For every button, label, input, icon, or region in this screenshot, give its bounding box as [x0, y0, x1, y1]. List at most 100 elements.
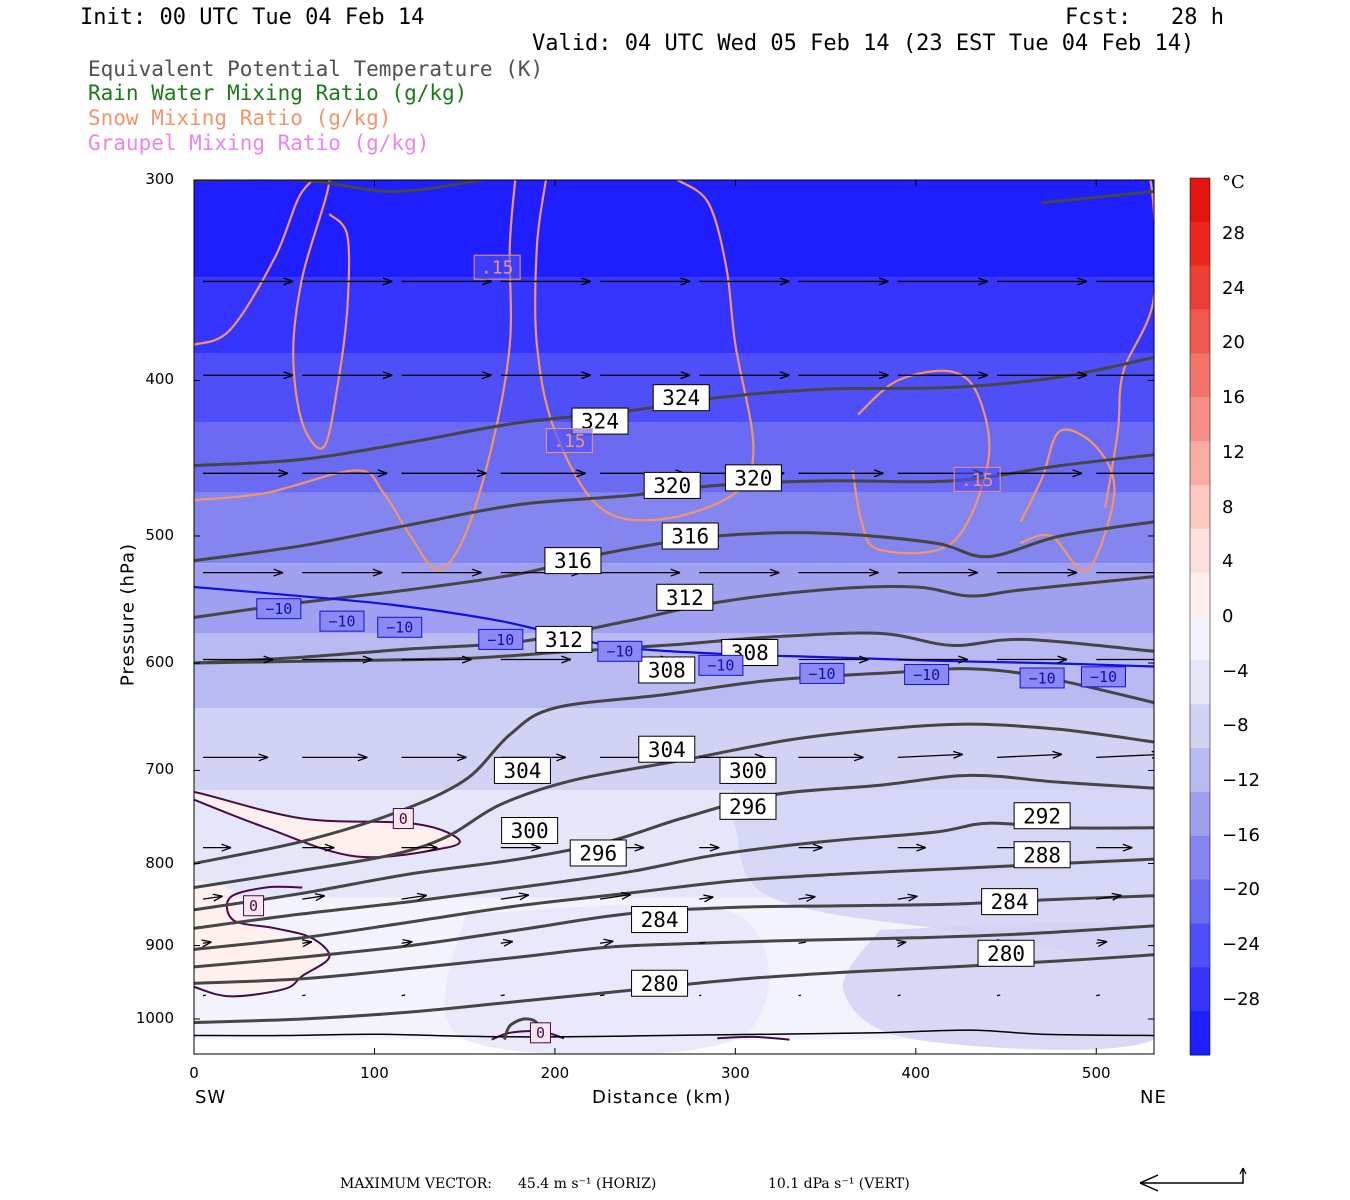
theta-e-label: 316 — [661, 522, 719, 550]
colorbar-swatch — [1190, 221, 1210, 267]
svg-text:304: 304 — [503, 759, 541, 783]
plot-frame — [193, 179, 1155, 1055]
colorbar-swatch — [1190, 616, 1210, 661]
colorbar-swatch — [1190, 835, 1210, 881]
svg-text:−10: −10 — [487, 631, 514, 649]
theta-e-label: 284 — [631, 906, 689, 934]
wind-arrow — [201, 939, 212, 948]
wind-arrow — [798, 941, 806, 944]
wind-arrow — [302, 893, 325, 902]
colorbar-swatch — [1190, 879, 1210, 924]
colorbar-tick-label: 16 — [1222, 387, 1245, 409]
terrain-line — [194, 1029, 1154, 1038]
isotherm-label: −10 — [377, 616, 423, 638]
zero-label: 0 — [243, 895, 265, 917]
wind-arrow — [401, 371, 492, 380]
colorbar-swatch — [1190, 484, 1210, 530]
wind-arrow — [798, 894, 816, 902]
wind-arrow — [302, 469, 388, 478]
isotherm-label: −10 — [1019, 667, 1065, 689]
wind-arrow — [997, 277, 1088, 286]
svg-text:−10: −10 — [808, 665, 835, 683]
svg-text:−10: −10 — [913, 666, 940, 684]
colorbar-swatch — [1190, 748, 1210, 793]
wind-arrow — [203, 843, 232, 852]
wind-arrow — [203, 371, 294, 380]
svg-text:0: 0 — [536, 1024, 545, 1042]
wind-arrow — [1096, 843, 1133, 852]
wind-arrow — [302, 843, 335, 852]
wind-arrow — [500, 469, 586, 478]
temp-patch — [843, 921, 1154, 1050]
wind-arrow — [897, 371, 988, 380]
colorbar-tick-label: 24 — [1222, 277, 1245, 299]
wind-arrow — [699, 843, 720, 852]
theta-e-label: 312 — [656, 583, 714, 611]
svg-text:320: 320 — [653, 474, 691, 498]
theta-e-line — [194, 857, 1154, 951]
svg-text:280: 280 — [987, 942, 1025, 966]
svg-text:316: 316 — [671, 525, 709, 549]
wind-arrow — [302, 277, 393, 286]
theta-e-line — [1041, 190, 1154, 205]
wind-arrow — [401, 753, 467, 762]
wind-arrow — [401, 655, 472, 664]
svg-text:304: 304 — [648, 738, 686, 762]
theta-e-label: 304 — [638, 735, 696, 763]
wind-arrow — [897, 568, 978, 577]
wind-arrow — [1096, 374, 1154, 376]
wind-arrow — [401, 892, 428, 901]
svg-text:312: 312 — [666, 586, 704, 610]
theta-e-label: 300 — [719, 756, 777, 784]
colorbar-swatch — [1190, 265, 1210, 311]
wind-arrow — [798, 568, 879, 577]
wind-arrow — [203, 469, 289, 478]
wind-arrow — [896, 939, 907, 948]
theta-e-label: 280 — [631, 969, 689, 997]
wind-arrow — [202, 893, 223, 902]
theta-e-label: 320 — [643, 471, 701, 499]
colorbar-tick-label: −12 — [1222, 770, 1260, 791]
wind-arrow — [798, 655, 869, 664]
svg-text:−10: −10 — [265, 600, 292, 618]
snow-contour-line — [194, 180, 351, 450]
y-tick-label: 900 — [145, 935, 174, 954]
svg-text:284: 284 — [641, 908, 679, 932]
wind-arrow — [203, 568, 284, 577]
svg-text:.15: .15 — [481, 258, 514, 279]
colorbar-tick-label: 8 — [1222, 496, 1234, 518]
wind-arrow — [1096, 938, 1108, 947]
wind-arrow — [600, 371, 691, 380]
svg-text:312: 312 — [545, 628, 583, 652]
wind-arrow — [897, 893, 918, 902]
y-tick-label: 1000 — [135, 1009, 174, 1027]
x-tick-label: 200 — [540, 1064, 570, 1082]
max-vector-horiz: 45.4 m s⁻¹ (HORIZ) — [518, 1176, 657, 1192]
wind-arrow — [203, 655, 274, 664]
svg-text:296: 296 — [579, 842, 617, 866]
legend-snow: Snow Mixing Ratio (g/kg) — [88, 106, 392, 130]
theta-e-label: 304 — [493, 756, 551, 784]
isotherm-label: −10 — [478, 628, 524, 650]
wind-arrow — [996, 750, 1063, 759]
zero-label: 0 — [529, 1022, 551, 1044]
svg-text:.15: .15 — [961, 470, 994, 491]
wind-arrow — [600, 277, 691, 286]
snow-label: .15 — [953, 466, 1001, 492]
max-vector-vert: 10.1 dPa s⁻¹ (VERT) — [768, 1176, 910, 1192]
colorbar-tick-label: 4 — [1222, 551, 1234, 573]
colorbar-swatch — [1190, 397, 1210, 442]
y-tick-label: 600 — [145, 653, 174, 672]
colorbar-swatch — [1190, 791, 1210, 837]
x-tick-label: 400 — [901, 1064, 931, 1082]
wind-arrow — [897, 843, 926, 852]
wind-arrow — [699, 894, 714, 903]
isotherm-label: −10 — [597, 640, 643, 662]
wind-arrow — [699, 277, 790, 286]
wind-arrow — [302, 655, 373, 664]
theta-e-label: 292 — [1013, 802, 1071, 830]
theta-e-line — [194, 773, 1154, 912]
isotherm-label: −10 — [319, 610, 365, 632]
wind-arrow — [500, 655, 571, 664]
